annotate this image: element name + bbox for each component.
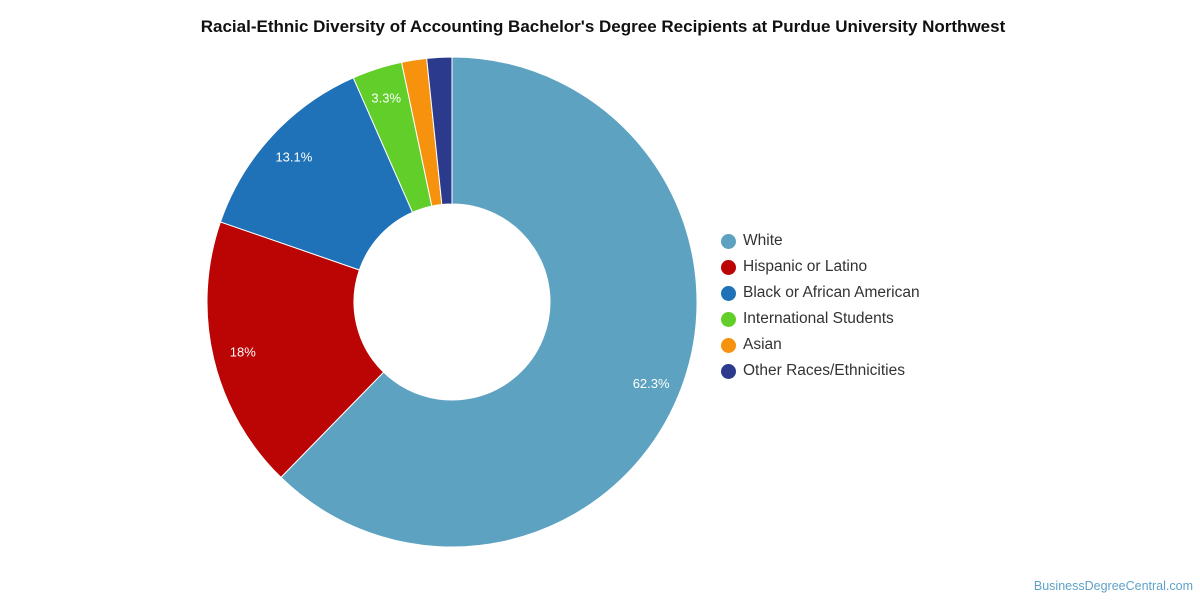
- slice-black-or-african-american[interactable]: [219, 77, 414, 271]
- slice-other-races-ethnicities[interactable]: [426, 56, 453, 206]
- legend-swatch-icon: [721, 337, 736, 353]
- legend-label: White: [743, 232, 783, 249]
- legend-item-black-or-african-american[interactable]: Black or African American: [721, 280, 920, 306]
- source-watermark[interactable]: BusinessDegreeCentral.com: [1033, 579, 1193, 593]
- legend-swatch-icon: [721, 285, 736, 301]
- slice-label-international-students: 3.3%: [371, 90, 401, 105]
- legend-item-international-students[interactable]: International Students: [721, 306, 920, 332]
- legend-label: International Students: [743, 310, 894, 327]
- legend-item-hispanic-or-latino[interactable]: Hispanic or Latino: [721, 254, 920, 280]
- legend-swatch-icon: [721, 259, 736, 275]
- legend-item-other-races-ethnicities[interactable]: Other Races/Ethnicities: [721, 358, 920, 384]
- slice-label-hispanic-or-latino: 18%: [230, 345, 256, 360]
- slice-hispanic-or-latino[interactable]: [206, 221, 385, 479]
- slice-white[interactable]: [280, 56, 698, 548]
- legend-label: Asian: [743, 336, 782, 353]
- chart-title: Racial-Ethnic Diversity of Accounting Ba…: [200, 17, 1006, 36]
- donut-slice-labels: 62.3% 18% 13.1% 3.3%: [230, 90, 670, 391]
- chart-legend: White Hispanic or Latino Black or African …: [721, 228, 920, 384]
- donut-slices: [206, 56, 698, 548]
- legend-item-asian[interactable]: Asian: [721, 332, 920, 358]
- slice-label-white: 62.3%: [633, 376, 670, 391]
- legend-swatch-icon: [721, 233, 736, 249]
- slice-label-black-or-african-american: 13.1%: [275, 149, 312, 164]
- legend-label: Black or African American: [743, 284, 920, 301]
- legend-label: Other Races/Ethnicities: [743, 362, 905, 379]
- legend-swatch-icon: [721, 311, 736, 327]
- legend-swatch-icon: [721, 363, 736, 379]
- legend-item-white[interactable]: White: [721, 228, 920, 254]
- legend-label: Hispanic or Latino: [743, 258, 868, 275]
